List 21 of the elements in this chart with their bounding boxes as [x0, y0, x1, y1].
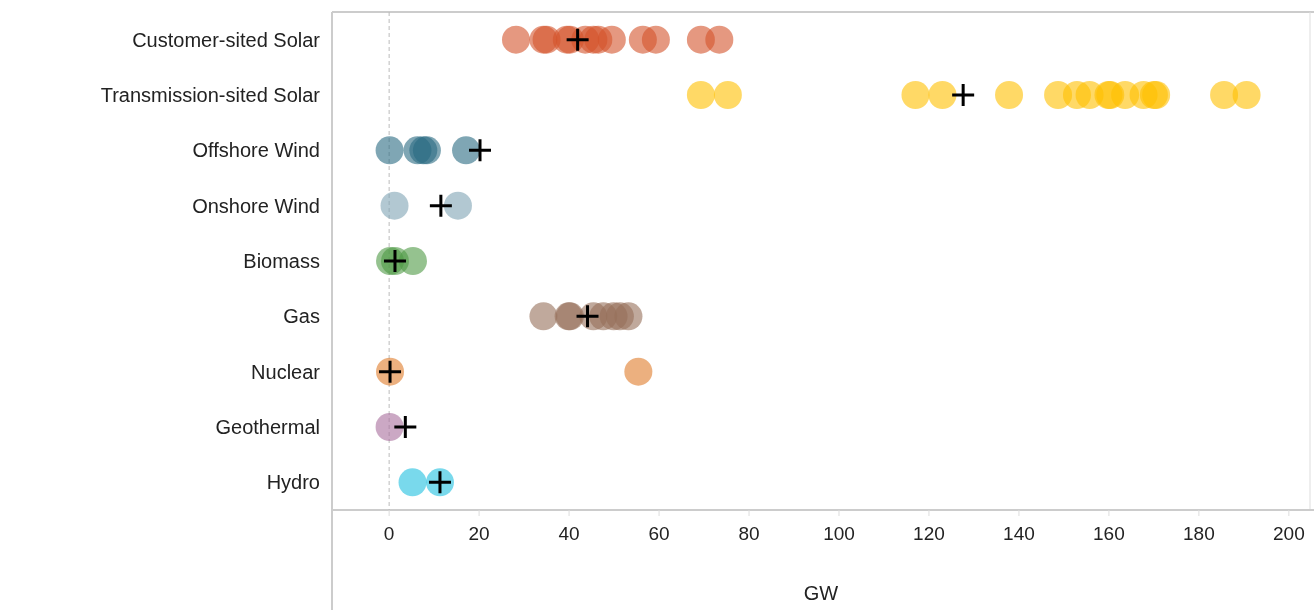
- y-tick-label: Customer-sited Solar: [132, 28, 321, 51]
- x-tick-label: 40: [558, 523, 580, 544]
- x-tick-label: 80: [738, 523, 760, 544]
- x-tick-label: 120: [913, 523, 945, 544]
- y-tick-label: Gas: [283, 305, 320, 328]
- y-tick-label: Biomass: [243, 250, 320, 272]
- x-tick-label: 180: [1183, 523, 1215, 544]
- y-tick-label: Geothermal: [215, 416, 320, 438]
- x-tick-label: 0: [383, 523, 395, 544]
- y-tick-label: Offshore Wind: [192, 139, 320, 162]
- x-axis-title: GW: [803, 582, 839, 604]
- x-tick-label: 160: [1093, 523, 1125, 544]
- y-tick-label: Hydro: [266, 471, 320, 494]
- x-tick-label: 140: [1003, 523, 1035, 544]
- x-tick-label: 100: [823, 523, 855, 544]
- x-tick-label: 20: [468, 523, 490, 544]
- x-tick-label: 200: [1273, 523, 1305, 544]
- x-tick-label: 60: [648, 523, 670, 544]
- y-tick-label: Nuclear: [251, 360, 321, 383]
- y-tick-label: Onshore Wind: [192, 194, 320, 217]
- y-tick-label: Transmission-sited Solar: [100, 84, 321, 106]
